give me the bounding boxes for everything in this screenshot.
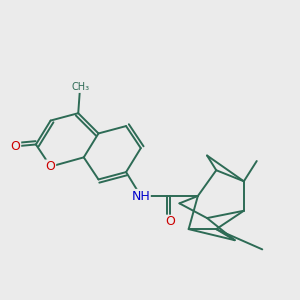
Text: O: O (46, 160, 56, 173)
Text: O: O (11, 140, 21, 153)
Text: CH₃: CH₃ (71, 82, 89, 92)
Text: NH: NH (131, 190, 150, 202)
Text: O: O (165, 215, 175, 228)
